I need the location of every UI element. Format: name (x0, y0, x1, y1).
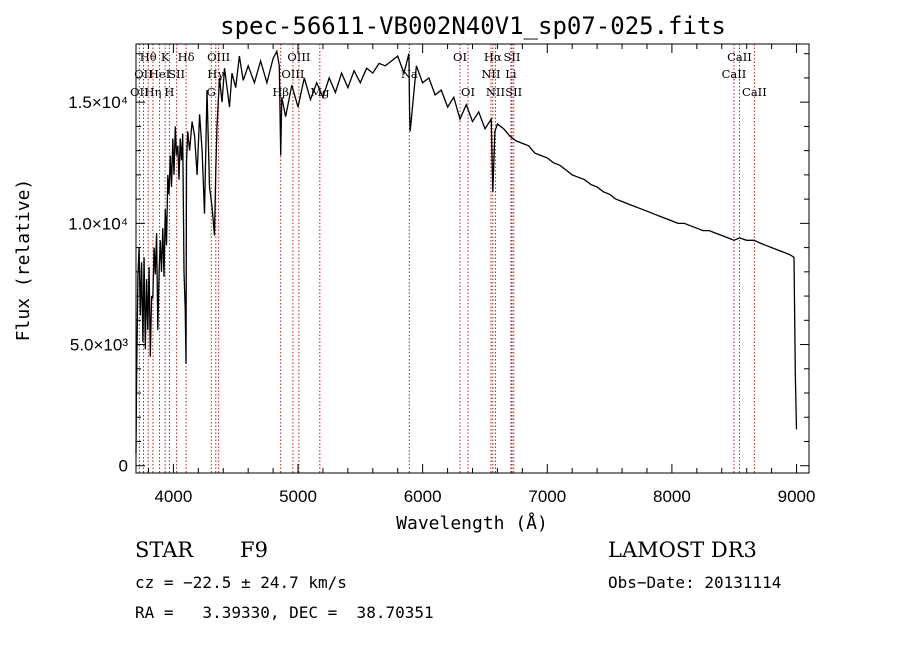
survey-name: LAMOST DR3 (608, 538, 757, 562)
x-axis-label: Wavelength (Å) (396, 512, 548, 534)
line-label-hη: Hη (144, 85, 161, 99)
y-tick-label: 5.0×10³ (70, 336, 128, 355)
line-label-sii: SII (504, 50, 521, 64)
plot-frame (135, 43, 810, 474)
observation-date: Obs−Date: 20131114 (608, 573, 782, 592)
line-label-hδ: Hδ (178, 50, 195, 64)
line-label-hα: Hα (484, 50, 502, 64)
spectrum-line (135, 49, 798, 454)
x-tick-label: 9000 (778, 487, 816, 506)
line-label-caii: CaII (722, 67, 747, 81)
x-tick-label: 4000 (154, 487, 192, 506)
line-label-nii: NII (481, 67, 500, 81)
line-label-hγ: Hγ (207, 67, 224, 81)
object-class: STAR (135, 538, 194, 562)
y-tick-label: 0 (119, 457, 128, 476)
x-tick-label: 6000 (404, 487, 442, 506)
redshift-velocity: cz = −22.5 ± 24.7 km/s (135, 573, 347, 592)
x-tick-label: 5000 (279, 487, 317, 506)
chart-title: spec-56611-VB002N40V1_sp07-025.fits (220, 12, 726, 40)
line-label-caii: CaII (742, 85, 767, 99)
line-label-li: Li (505, 67, 517, 81)
x-tick-label: 7000 (528, 487, 566, 506)
line-label-sii: SII (505, 85, 522, 99)
line-label-oi: OI (461, 85, 475, 99)
spectral-line-markers (138, 44, 755, 473)
line-label-k: K (161, 50, 170, 64)
y-tick-label: 1.5×10⁴ (68, 93, 128, 112)
line-label-nii: NII (486, 85, 505, 99)
line-label-mg: Mg (310, 85, 330, 99)
line-label-g: G (207, 85, 216, 99)
y-axis-label: Flux (relative) (13, 179, 34, 342)
line-label-hθ: Hθ (140, 50, 157, 64)
line-label-hei: HeI (149, 67, 170, 81)
line-label-oii: OII (130, 85, 149, 99)
line-label-oiii: OIII (281, 67, 304, 81)
x-axis: 4000 5000 6000 7000 8000 9000 (147, 44, 816, 506)
line-label-oiii: OIII (287, 50, 310, 64)
line-label-caii: CaII (727, 50, 752, 64)
line-label-oi: OI (453, 50, 467, 64)
coordinates: RA = 3.39330, DEC = 38.70351 (135, 603, 434, 622)
y-axis: 0 5.0×10³ 1.0×10⁴ 1.5×10⁴ (68, 53, 809, 476)
line-label-oiii: OIII (207, 50, 230, 64)
x-tick-label: 8000 (653, 487, 691, 506)
line-label-hβ: Hβ (272, 85, 289, 99)
spectral-line-labels: OII OII Hθ Hη HeI K H SII Hδ G Hγ OIII Hβ OIII OIII Mg N… (130, 50, 767, 99)
line-label-oii: OII (134, 67, 153, 81)
y-tick-label: 1.0×10⁴ (68, 214, 128, 233)
line-label-h: H (164, 85, 174, 99)
line-label-sii: SII (168, 67, 185, 81)
subclass: F9 (240, 538, 268, 562)
line-label-na: Na (401, 67, 418, 81)
